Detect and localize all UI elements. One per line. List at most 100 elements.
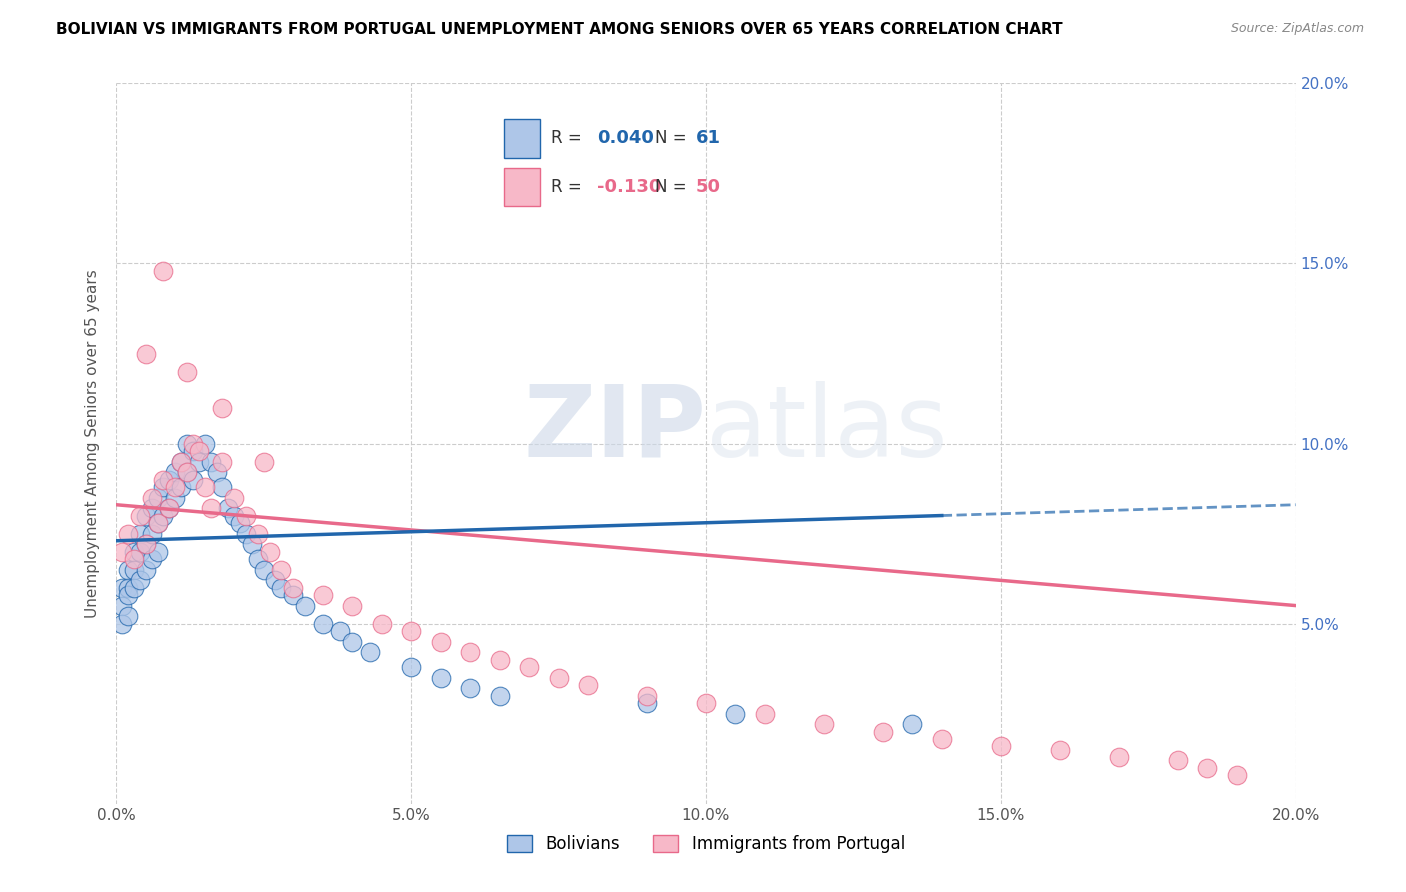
Point <box>117 588 139 602</box>
Point <box>165 466 187 480</box>
Point <box>111 544 134 558</box>
Point <box>165 491 187 505</box>
Point <box>176 364 198 378</box>
Point <box>311 588 333 602</box>
Point <box>146 544 169 558</box>
Point <box>141 551 163 566</box>
Point <box>135 508 157 523</box>
Point <box>128 574 150 588</box>
Point <box>194 436 217 450</box>
Point <box>181 436 204 450</box>
Point <box>181 473 204 487</box>
Legend: Bolivians, Immigrants from Portugal: Bolivians, Immigrants from Portugal <box>501 829 911 860</box>
Point <box>211 454 233 468</box>
Point <box>122 563 145 577</box>
Point <box>176 466 198 480</box>
Point <box>117 563 139 577</box>
Point <box>547 671 569 685</box>
Text: N =: N = <box>655 129 692 147</box>
FancyBboxPatch shape <box>503 120 540 158</box>
Point <box>359 645 381 659</box>
Point <box>429 671 451 685</box>
Point <box>270 581 292 595</box>
Point <box>141 526 163 541</box>
Point <box>200 454 222 468</box>
Point <box>813 717 835 731</box>
Point <box>990 739 1012 753</box>
Point <box>211 480 233 494</box>
Point <box>240 537 263 551</box>
Point <box>329 624 352 638</box>
Point <box>872 724 894 739</box>
Text: 0.040: 0.040 <box>598 129 654 147</box>
Point <box>370 616 392 631</box>
FancyBboxPatch shape <box>503 168 540 206</box>
Point <box>340 634 363 648</box>
Point <box>122 581 145 595</box>
Point <box>636 689 658 703</box>
Point <box>636 696 658 710</box>
Point <box>458 645 481 659</box>
Point <box>146 491 169 505</box>
Point <box>187 454 209 468</box>
Point <box>117 526 139 541</box>
Point <box>340 599 363 613</box>
Point <box>264 574 287 588</box>
Point <box>111 581 134 595</box>
Point <box>901 717 924 731</box>
Point <box>1049 742 1071 756</box>
Point <box>211 401 233 415</box>
Point <box>135 537 157 551</box>
Point <box>146 516 169 530</box>
Point <box>117 609 139 624</box>
Point <box>235 508 257 523</box>
Point <box>1167 753 1189 767</box>
Point <box>283 581 305 595</box>
Point <box>157 501 180 516</box>
Point <box>311 616 333 631</box>
Point <box>152 263 174 277</box>
Point <box>259 544 281 558</box>
Point <box>517 660 540 674</box>
Text: BOLIVIAN VS IMMIGRANTS FROM PORTUGAL UNEMPLOYMENT AMONG SENIORS OVER 65 YEARS CO: BOLIVIAN VS IMMIGRANTS FROM PORTUGAL UNE… <box>56 22 1063 37</box>
Point <box>695 696 717 710</box>
Point <box>141 501 163 516</box>
Point <box>152 473 174 487</box>
Point <box>181 443 204 458</box>
Point <box>224 508 246 523</box>
Text: atlas: atlas <box>706 381 948 477</box>
Point <box>165 480 187 494</box>
Point <box>246 551 269 566</box>
Point <box>141 491 163 505</box>
Text: ZIP: ZIP <box>523 381 706 477</box>
Text: 50: 50 <box>696 178 721 196</box>
Point <box>111 599 134 613</box>
Point <box>283 588 305 602</box>
Text: Source: ZipAtlas.com: Source: ZipAtlas.com <box>1230 22 1364 36</box>
Point <box>294 599 316 613</box>
Point <box>170 454 193 468</box>
Point <box>458 681 481 696</box>
Point <box>157 473 180 487</box>
Point <box>152 480 174 494</box>
Point <box>1226 768 1249 782</box>
Point <box>187 443 209 458</box>
Point <box>235 526 257 541</box>
Point <box>135 563 157 577</box>
Point <box>576 678 599 692</box>
Point <box>253 454 276 468</box>
Point <box>176 436 198 450</box>
Point <box>429 634 451 648</box>
Point <box>111 616 134 631</box>
Point <box>176 466 198 480</box>
Point <box>170 480 193 494</box>
Point <box>217 501 239 516</box>
Point <box>194 480 217 494</box>
Point <box>117 581 139 595</box>
Point <box>399 624 422 638</box>
Point <box>152 508 174 523</box>
Point <box>399 660 422 674</box>
Text: R =: R = <box>551 129 586 147</box>
Text: 61: 61 <box>696 129 721 147</box>
Point <box>146 516 169 530</box>
